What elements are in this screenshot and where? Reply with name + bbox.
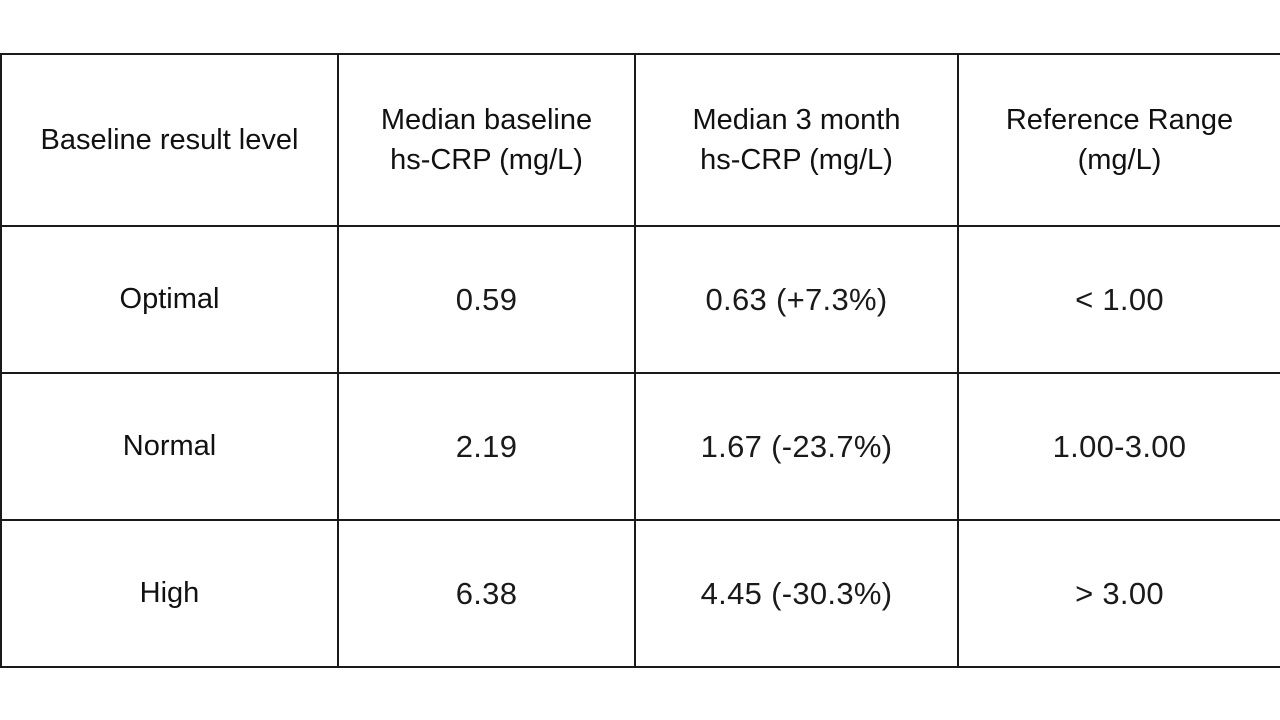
header-median-3-month: Median 3 month hs-CRP (mg/L) xyxy=(634,53,959,227)
header-median-baseline-line2: hs-CRP (mg/L) xyxy=(390,144,583,176)
header-median-3-month-line2: hs-CRP (mg/L) xyxy=(700,144,893,176)
three-month-value: 0.63 (+7.3%) xyxy=(634,225,959,374)
row-label: Optimal xyxy=(0,225,339,374)
hs-crp-table: Baseline result level Median baseline hs… xyxy=(0,53,1280,668)
table-row-optimal: Optimal 0.59 0.63 (+7.3%) < 1.00 xyxy=(0,225,1280,374)
reference-range-value: 1.00-3.00 xyxy=(957,372,1280,521)
baseline-value: 6.38 xyxy=(337,519,636,668)
baseline-value: 0.59 xyxy=(337,225,636,374)
table-header-row: Baseline result level Median baseline hs… xyxy=(0,53,1280,227)
table-row-high: High 6.38 4.45 (-30.3%) > 3.00 xyxy=(0,519,1280,668)
table-row-normal: Normal 2.19 1.67 (-23.7%) 1.00-3.00 xyxy=(0,372,1280,521)
header-median-3-month-line1: Median 3 month xyxy=(692,104,901,136)
three-month-value: 1.67 (-23.7%) xyxy=(634,372,959,521)
reference-range-value: < 1.00 xyxy=(957,225,1280,374)
header-reference-range: Reference Range (mg/L) xyxy=(957,53,1280,227)
header-reference-range-line2: (mg/L) xyxy=(1077,144,1162,176)
header-median-baseline-line1: Median baseline xyxy=(380,104,593,136)
three-month-value: 4.45 (-30.3%) xyxy=(634,519,959,668)
baseline-value: 2.19 xyxy=(337,372,636,521)
row-label: High xyxy=(0,519,339,668)
row-label: Normal xyxy=(0,372,339,521)
header-baseline-level: Baseline result level xyxy=(0,53,339,227)
header-reference-range-line1: Reference Range xyxy=(1005,104,1234,136)
header-median-baseline: Median baseline hs-CRP (mg/L) xyxy=(337,53,636,227)
header-baseline-level-text: Baseline result level xyxy=(40,124,299,156)
reference-range-value: > 3.00 xyxy=(957,519,1280,668)
